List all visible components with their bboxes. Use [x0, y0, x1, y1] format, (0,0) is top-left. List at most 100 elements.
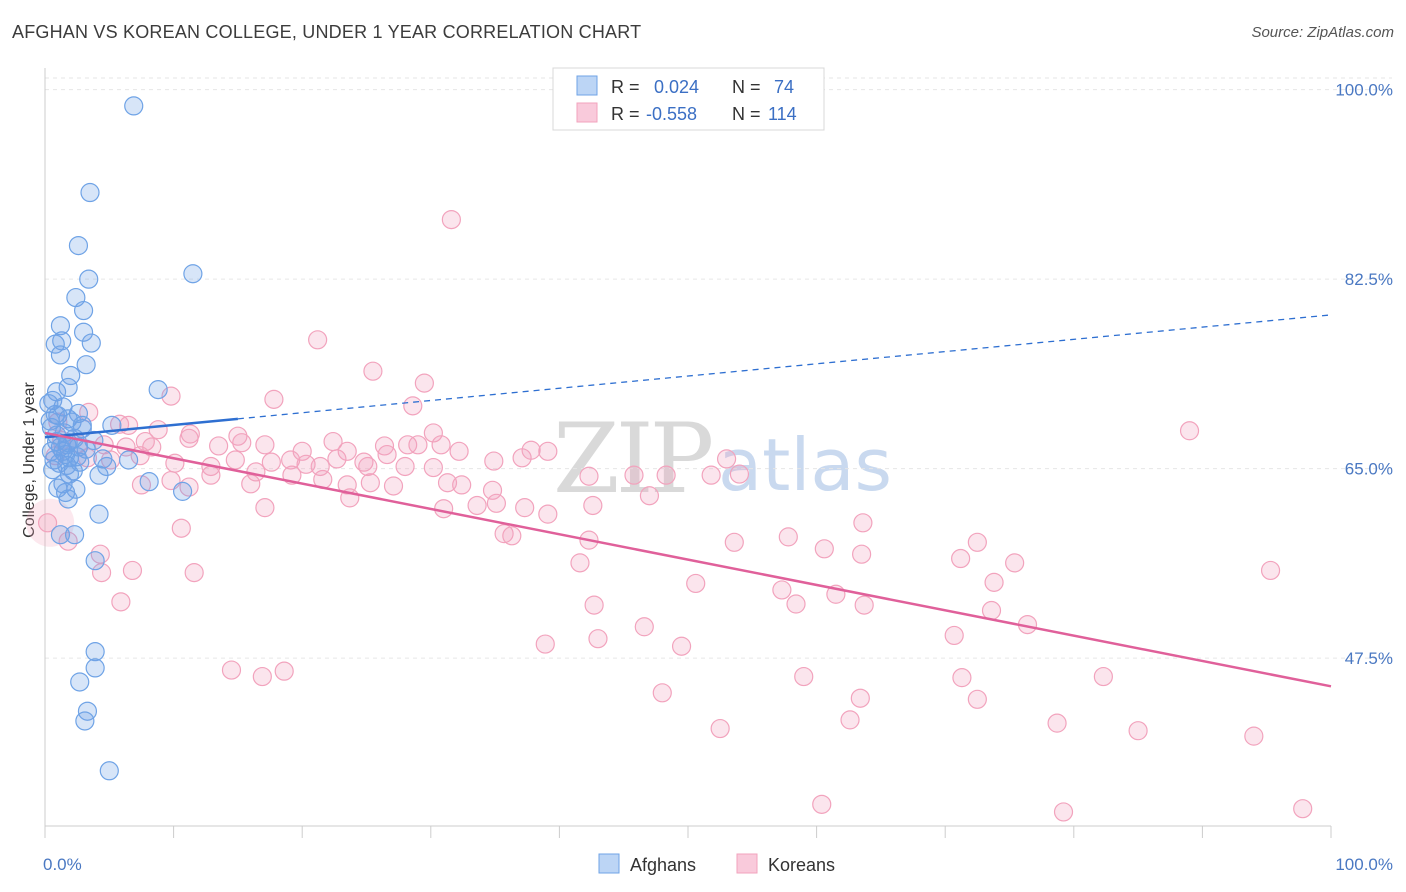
- korean-point: [131, 475, 152, 495]
- stats-n-value-koreans: 114: [768, 104, 797, 124]
- korean-point: [624, 465, 644, 485]
- afghan-point: [89, 504, 109, 524]
- korean-point: [337, 441, 357, 461]
- stats-r-value-afghans: 0.024: [654, 77, 699, 97]
- korean-point: [122, 560, 143, 581]
- x-tick-label-max: 100.0%: [1335, 855, 1393, 874]
- korean-point: [327, 449, 347, 469]
- korean-point: [1179, 421, 1200, 441]
- korean-point: [716, 449, 737, 469]
- afghan-point: [173, 481, 193, 501]
- korean-point: [794, 666, 814, 687]
- korean-point: [502, 526, 522, 546]
- korean-point: [967, 532, 987, 552]
- korean-point: [441, 210, 461, 230]
- y-tick-labels: 47.5% 65.0% 82.5% 100.0%: [1335, 81, 1393, 669]
- afghan-point: [148, 380, 168, 400]
- korean-point: [1053, 802, 1074, 822]
- axes: [44, 68, 1332, 838]
- korean-point: [1293, 799, 1313, 819]
- korean-point: [201, 465, 221, 485]
- korean-point: [308, 330, 328, 350]
- afghan-point: [118, 450, 139, 470]
- korean-point: [656, 465, 676, 485]
- afghan-point: [73, 322, 94, 342]
- afghan-point: [85, 642, 105, 662]
- afghan-trend-extension: [237, 314, 1332, 420]
- korean-point: [383, 476, 404, 496]
- afghan-point: [99, 761, 119, 781]
- grid-lines: [45, 77, 1392, 659]
- korean-point: [778, 527, 798, 547]
- korean-point: [118, 415, 139, 435]
- korean-point: [701, 465, 721, 485]
- afghan-point: [45, 334, 65, 354]
- korean-point: [570, 553, 590, 573]
- afghan-point: [81, 333, 101, 353]
- korean-point: [984, 572, 1004, 592]
- afghan-point: [79, 269, 99, 289]
- korean-point: [360, 473, 380, 493]
- korean-point: [296, 454, 316, 474]
- korean-point: [377, 444, 397, 465]
- korean-point: [634, 617, 654, 637]
- korean-point: [423, 423, 443, 443]
- korean-point: [452, 475, 472, 495]
- korean-point: [951, 548, 971, 569]
- korean-point: [274, 661, 294, 681]
- korean-point: [484, 451, 504, 471]
- korean-point: [588, 629, 608, 649]
- korean-point: [724, 532, 744, 552]
- korean-point: [944, 625, 964, 646]
- korean-point: [853, 513, 873, 533]
- korean-point: [255, 498, 275, 518]
- korean-point: [639, 486, 660, 506]
- korean-point: [414, 373, 434, 393]
- stats-legend: R = 0.024 N = 74 R = -0.558 N = 114: [552, 67, 825, 131]
- bottom-legend: Afghans Koreans: [598, 853, 835, 875]
- korean-point: [579, 466, 599, 486]
- legend-label-koreans: Koreans: [768, 855, 835, 875]
- afghan-point: [39, 394, 59, 414]
- chart-source: Source: ZipAtlas.com: [1251, 24, 1394, 41]
- stats-n-label-afghans: N =: [732, 77, 761, 97]
- korean-point: [363, 361, 383, 381]
- korean-point: [1005, 553, 1025, 573]
- afghan-point: [61, 365, 81, 386]
- korean-point: [358, 456, 378, 477]
- legend-swatch-afghans: [598, 853, 620, 874]
- stats-legend-box: [552, 67, 825, 131]
- korean-point: [403, 396, 423, 416]
- stats-n-label-koreans: N =: [732, 104, 761, 124]
- korean-point: [1047, 713, 1067, 733]
- afghan-point: [76, 355, 96, 375]
- y-tick-label: 65.0%: [1345, 460, 1393, 479]
- y-tick-label: 82.5%: [1345, 270, 1393, 289]
- afghan-point: [50, 316, 71, 336]
- y-axis-label: College, Under 1 year: [21, 382, 38, 538]
- x-tick-labels: 0.0% 100.0%: [43, 855, 1393, 874]
- korean-point: [840, 710, 860, 730]
- korean-point: [584, 595, 604, 615]
- korean-point: [583, 495, 603, 516]
- korean-point: [521, 440, 541, 460]
- stats-r-label-afghans: R =: [611, 77, 640, 97]
- korean-point: [467, 495, 487, 516]
- afghan-point: [70, 452, 90, 472]
- korean-point: [255, 435, 275, 455]
- korean-point: [449, 441, 469, 461]
- watermark-atlas: atlas: [718, 423, 892, 507]
- korean-point: [486, 493, 506, 513]
- korean-point: [179, 428, 199, 448]
- korean-point-cluster: [26, 498, 75, 547]
- korean-point: [729, 464, 750, 484]
- korean-point: [171, 518, 191, 538]
- korean-point: [814, 539, 834, 559]
- korean-point: [786, 594, 806, 614]
- korean-point: [967, 689, 987, 709]
- afghan-trend-line: [44, 417, 239, 439]
- korean-point: [264, 389, 284, 409]
- korean-point: [1260, 560, 1281, 581]
- afghan-point: [70, 672, 90, 692]
- korean-point: [854, 595, 874, 615]
